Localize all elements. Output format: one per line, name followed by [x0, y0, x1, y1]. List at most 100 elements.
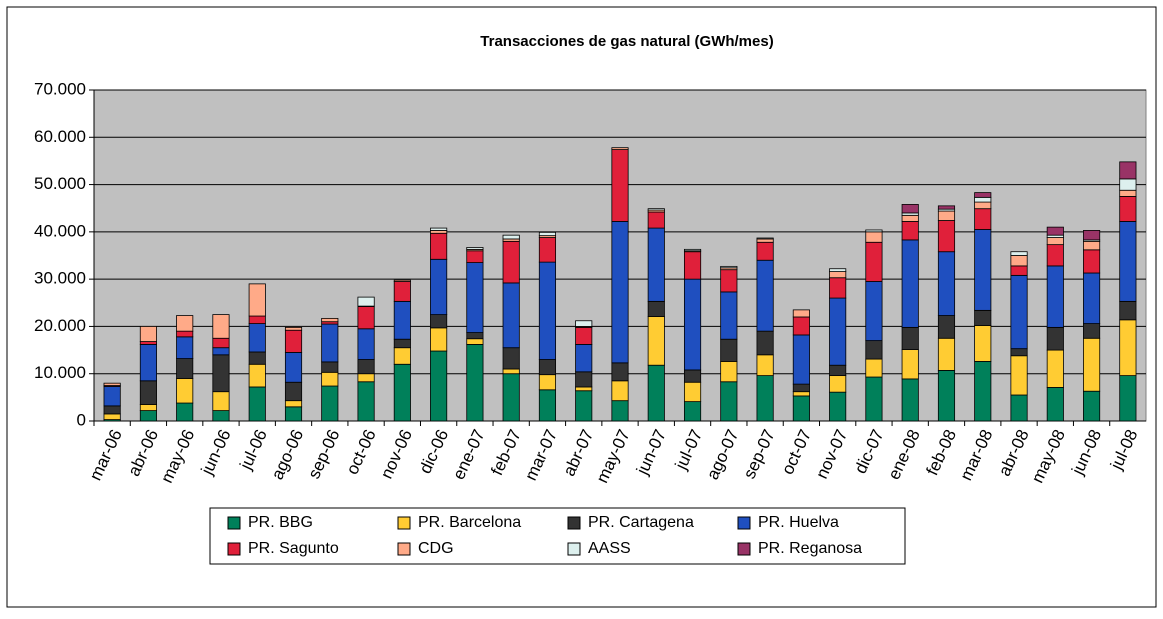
bar-segment — [503, 374, 519, 421]
bar-segment — [213, 348, 229, 355]
bar-segment — [285, 382, 301, 400]
bar-segment — [430, 351, 446, 421]
bar-segment — [975, 361, 991, 421]
bar-segment — [358, 329, 374, 360]
bar-segment — [648, 316, 664, 365]
bar-segment — [866, 242, 882, 281]
bar-segment — [938, 316, 954, 339]
bar-segment — [757, 242, 773, 260]
bar-segment — [612, 150, 628, 222]
bar-segment — [249, 284, 265, 316]
bar-segment — [938, 211, 954, 220]
bar-segment — [902, 240, 918, 327]
bar-segment — [721, 339, 737, 361]
bar-segment — [975, 325, 991, 361]
bar-segment — [721, 266, 737, 267]
bar-segment — [503, 235, 519, 239]
bar-segment — [539, 375, 555, 390]
bar-segment — [1120, 179, 1136, 190]
bar-segment — [648, 209, 664, 210]
bar-segment — [140, 411, 156, 421]
bar-segment — [467, 247, 483, 249]
bar-segment — [793, 384, 809, 392]
bar-segment — [358, 297, 374, 306]
bar-segment — [140, 342, 156, 345]
bar-segment — [177, 403, 193, 421]
bar-segment — [503, 283, 519, 348]
bar-segment — [104, 406, 120, 414]
bar-segment — [249, 387, 265, 421]
bar-segment — [467, 333, 483, 339]
bar-segment — [539, 238, 555, 263]
bar-segment — [1083, 230, 1099, 239]
bar-segment — [1120, 376, 1136, 421]
bar-segment — [104, 383, 120, 385]
bar-segment — [285, 407, 301, 421]
bar-segment — [322, 362, 338, 372]
bar-segment — [1011, 266, 1027, 275]
bar-segment — [1083, 250, 1099, 273]
y-tick-label: 60.000 — [34, 127, 86, 146]
bar-segment — [866, 230, 882, 232]
bar-segment — [793, 396, 809, 421]
bar-segment — [684, 402, 700, 421]
bar-segment — [975, 197, 991, 202]
legend-swatch — [398, 543, 410, 555]
bar-segment — [938, 370, 954, 421]
bar-segment — [322, 386, 338, 421]
legend-swatch — [568, 517, 580, 529]
bar-segment — [503, 241, 519, 283]
bar-segment — [612, 401, 628, 421]
bar-segment — [757, 376, 773, 421]
bar-segment — [757, 331, 773, 355]
bar-segment — [576, 344, 592, 371]
bar-segment — [1011, 395, 1027, 421]
bar-segment — [1083, 324, 1099, 339]
legend-label: AASS — [588, 540, 631, 557]
bar-segment — [684, 370, 700, 382]
bar-segment — [1047, 350, 1063, 387]
bar-segment — [902, 379, 918, 421]
bar-segment — [503, 348, 519, 369]
bar-segment — [938, 206, 954, 209]
bar-segment — [358, 360, 374, 374]
bar-segment — [104, 414, 120, 420]
bar-segment — [612, 148, 628, 150]
legend-label: PR. Barcelona — [418, 514, 521, 531]
bar-segment — [648, 365, 664, 421]
bar-segment — [829, 376, 845, 393]
bar-segment — [866, 282, 882, 341]
bar-segment — [177, 378, 193, 403]
bar-segment — [938, 252, 954, 316]
bar-segment — [539, 360, 555, 375]
bar-segment — [576, 321, 592, 327]
bar-segment — [1047, 266, 1063, 327]
bar-segment — [1083, 273, 1099, 324]
bar-segment — [1047, 327, 1063, 350]
bar-segment — [829, 278, 845, 298]
bar-segment — [394, 301, 410, 339]
bar-segment — [467, 339, 483, 345]
bar-segment — [249, 364, 265, 387]
bar-segment — [793, 317, 809, 335]
y-tick-label: 0 — [77, 410, 86, 429]
legend-swatch — [228, 517, 240, 529]
bar-segment — [467, 251, 483, 263]
bar-segment — [938, 338, 954, 370]
bar-segment — [358, 382, 374, 421]
bar-segment — [140, 344, 156, 380]
bar-segment — [1047, 227, 1063, 235]
bar-segment — [1083, 391, 1099, 421]
bar-segment — [140, 404, 156, 410]
bar-segment — [394, 348, 410, 365]
bar-segment — [140, 326, 156, 341]
y-tick-label: 70.000 — [34, 79, 86, 98]
bar-segment — [757, 239, 773, 242]
bar-segment — [576, 327, 592, 344]
bar-segment — [829, 392, 845, 421]
bar-segment — [612, 363, 628, 381]
bar-segment — [1120, 301, 1136, 319]
bar-segment — [358, 374, 374, 382]
bar-segment — [684, 252, 700, 279]
bar-segment — [648, 212, 664, 228]
